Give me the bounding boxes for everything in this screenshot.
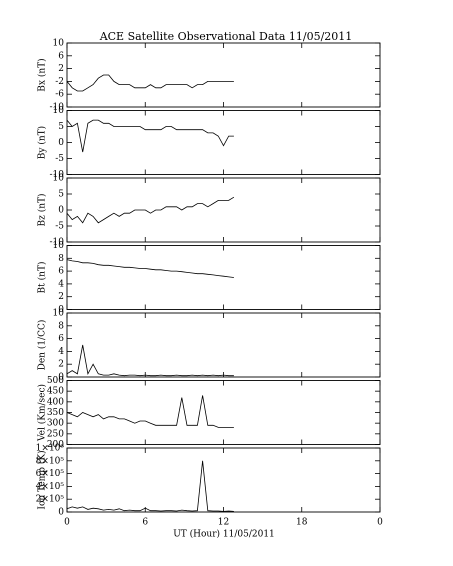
x-tick-label: 18 (296, 518, 308, 528)
y-axis-label: Den (1/CC) (37, 320, 48, 371)
y-tick-label: 4×10⁵ (36, 482, 65, 492)
data-line (66, 74, 234, 92)
y-tick-label: 6 (58, 267, 64, 277)
y-tick-label: 2 (58, 64, 64, 74)
panel-frame (66, 42, 381, 108)
data-line (66, 196, 235, 224)
x-tick-label: 0 (64, 518, 70, 528)
panel-frame (66, 110, 381, 175)
y-tick-label: 2 (58, 360, 64, 370)
y-tick-label: 500 (47, 376, 64, 386)
y-tick-label: 6 (58, 334, 64, 344)
panel-frame (66, 380, 381, 445)
panel-frame (66, 245, 381, 310)
y-tick-label: -10 (50, 238, 65, 248)
y-axis-label: Bt (nT) (37, 262, 48, 294)
y-tick-label: 8×10⁵ (36, 456, 65, 466)
data-line (66, 259, 234, 278)
y-tick-label: 5 (58, 190, 64, 200)
data-line (66, 460, 234, 512)
data-line (66, 395, 234, 428)
data-line (66, 119, 234, 153)
y-tick-label: 2 (58, 292, 64, 302)
x-axis-label: UT (Hour) 11/05/2011 (173, 529, 275, 540)
y-tick-label: 4 (58, 279, 64, 289)
y-tick-label: 10 (53, 241, 65, 251)
y-tick-label: 200 (47, 440, 64, 450)
y-tick-label: 0 (58, 138, 64, 148)
y-tick-label: 1×10⁶ (36, 444, 65, 454)
y-tick-label: 400 (47, 397, 64, 407)
chart-title: ACE Satellite Observational Data 11/05/2… (99, 30, 353, 43)
y-tick-label: -5 (55, 222, 64, 232)
y-tick-label: 10 (53, 309, 65, 319)
y-axis-label: Vel (Km/sec) (37, 384, 48, 442)
y-tick-label: 8 (58, 321, 64, 331)
y-tick-label: 2×10⁵ (36, 495, 65, 505)
y-tick-label: -10 (50, 103, 65, 113)
y-tick-label: 6×10⁵ (36, 469, 65, 479)
panel-frame (66, 312, 381, 378)
panel-frame (66, 447, 381, 513)
y-tick-label: 10 (53, 174, 65, 184)
y-tick-label: 300 (47, 419, 64, 429)
y-tick-label: 0 (58, 373, 64, 383)
panel-frame (66, 177, 381, 243)
x-tick-label: 6 (142, 518, 148, 528)
y-axis-label: Bz (nT) (37, 193, 48, 226)
y-tick-label: 5 (58, 122, 64, 132)
y-axis-label: Bx (nT) (37, 58, 48, 91)
y-tick-label: 4 (58, 347, 64, 357)
y-tick-label: 350 (47, 408, 64, 418)
y-axis-label: Ion Temp (K) (37, 450, 48, 509)
y-tick-label: -5 (55, 154, 64, 164)
y-tick-label: -10 (50, 170, 65, 180)
y-axis-label: By (nT) (37, 126, 48, 159)
x-tick-label: 0 (377, 518, 383, 528)
y-tick-label: 0 (58, 508, 64, 518)
y-tick-label: 8 (58, 254, 64, 264)
y-tick-label: 6 (58, 51, 64, 61)
y-tick-label: 10 (53, 106, 65, 116)
y-tick-label: 0 (58, 305, 64, 315)
y-tick-label: 10 (53, 39, 65, 49)
y-tick-label: 450 (47, 387, 64, 397)
data-line (66, 344, 234, 377)
y-tick-label: -6 (55, 90, 64, 100)
y-tick-label: -2 (55, 77, 64, 87)
y-tick-label: 0 (58, 206, 64, 216)
y-tick-label: 250 (47, 429, 64, 439)
x-tick-label: 12 (218, 518, 229, 528)
